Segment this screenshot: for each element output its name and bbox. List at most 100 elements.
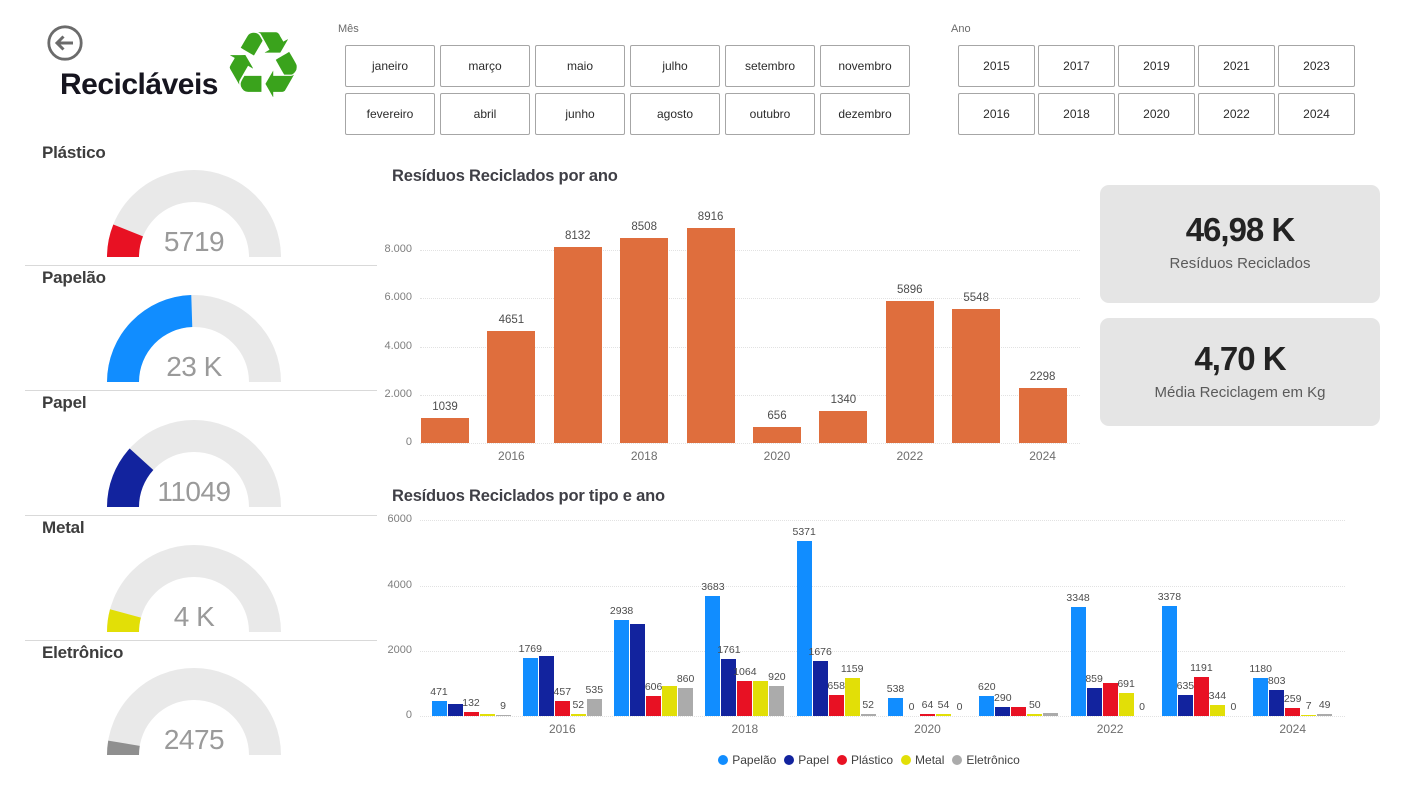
bar-2022-Papel[interactable] [1086,687,1102,716]
bar-2024-Plástico[interactable] [1285,707,1301,716]
year-option-2015[interactable]: 2015 [958,45,1035,87]
year-option-2016[interactable]: 2016 [958,93,1035,135]
bar-2017[interactable] [553,247,602,443]
legend-label: Metal [915,753,945,767]
year-option-2020[interactable]: 2020 [1118,93,1195,135]
bar-2015-Metal[interactable] [479,714,495,716]
month-option-julho[interactable]: julho [630,45,720,87]
bar-2019-Papelão[interactable] [796,540,812,716]
bar-2017-Papel[interactable] [630,624,646,716]
month-option-agosto[interactable]: agosto [630,93,720,135]
month-option-dezembro[interactable]: dezembro [820,93,910,135]
bar-2018-Papel[interactable] [721,658,737,716]
legend-item-Papelão[interactable]: Papelão [718,753,776,767]
bar-2024-Papel[interactable] [1269,689,1285,716]
bar-2015[interactable] [421,417,469,443]
x-axis-tick: 2024 [1029,449,1056,463]
bar-2019-Papel[interactable] [812,661,828,716]
bar-2017-Eletrônico[interactable] [678,687,694,716]
bar-value-label: 1769 [518,643,542,656]
bar-2021-Eletrônico[interactable] [1043,712,1059,716]
bar-value-label: 1340 [830,393,857,406]
bar-2024-Eletrônico[interactable] [1317,714,1333,716]
bar-2016-Eletrônico[interactable] [586,698,602,716]
bar-2015-Papel[interactable] [447,703,463,716]
bar-value-label: 2938 [609,605,634,618]
bar-2016-Plástico[interactable] [554,701,570,716]
gauge-value-Plástico: 5719 [163,226,225,257]
month-option-maio[interactable]: maio [535,45,625,87]
bar-2017-Metal[interactable] [662,686,678,716]
bar-2020[interactable] [753,427,801,443]
legend-item-Eletrônico[interactable]: Eletrônico [952,753,1020,767]
bar-2022-Papelão[interactable] [1070,606,1086,716]
month-option-junho[interactable]: junho [535,93,625,135]
bar-2020-Metal[interactable] [936,714,951,716]
bar-2023-Plástico[interactable] [1193,677,1209,716]
x-axis-tick: 2022 [1096,722,1124,736]
bar-2023-Metal[interactable] [1209,704,1225,716]
month-option-novembro[interactable]: novembro [820,45,910,87]
bar-2021[interactable] [819,410,868,443]
bar-2019-Metal[interactable] [844,678,860,716]
bar-2020-Papelão[interactable] [888,698,903,716]
bar-2016-Papel[interactable] [538,656,554,716]
month-option-outubro[interactable]: outubro [725,93,815,135]
bar-2018-Metal[interactable] [753,680,769,716]
bar-2021-Plástico[interactable] [1011,706,1027,716]
bar-2015-Papelão[interactable] [431,700,447,716]
bar-2021-Papel[interactable] [995,706,1011,716]
bar-value-label: 5548 [963,292,989,305]
bar-2022-Metal[interactable] [1118,693,1134,716]
year-option-2022[interactable]: 2022 [1198,93,1275,135]
bar-2024-Metal[interactable] [1301,715,1317,716]
month-option-setembro[interactable]: setembro [725,45,815,87]
bar-2016-Papelão[interactable] [522,658,538,716]
year-option-2018[interactable]: 2018 [1038,93,1115,135]
bar-2018-Plástico[interactable] [737,681,753,716]
year-option-2021[interactable]: 2021 [1198,45,1275,87]
bar-2021-Papelão[interactable] [979,695,995,716]
month-option-abril[interactable]: abril [440,93,530,135]
bar-2022-Plástico[interactable] [1102,683,1118,716]
month-option-março[interactable]: março [440,45,530,87]
bar-2016-Metal[interactable] [570,714,586,716]
bar-value-label: 620 [978,680,996,693]
bar-2019-Eletrônico[interactable] [860,714,876,716]
month-option-janeiro[interactable]: janeiro [345,45,435,87]
back-button[interactable] [46,24,84,67]
bar-2022[interactable] [885,300,934,443]
bar-2024[interactable] [1018,387,1067,443]
bar-2023-Papelão[interactable] [1161,605,1177,716]
bar-2015-Eletrônico[interactable] [495,715,511,716]
bar-2020-Plástico[interactable] [920,713,935,716]
bar-2018-Eletrônico[interactable] [769,686,785,716]
bar-value-label: 0 [1139,701,1146,713]
bar-2019-Plástico[interactable] [828,694,844,716]
legend-item-Metal[interactable]: Metal [901,753,944,767]
year-option-2024[interactable]: 2024 [1278,93,1355,135]
y-axis-tick: 6.000 [384,291,412,304]
year-option-2023[interactable]: 2023 [1278,45,1355,87]
bar-2018-Papelão[interactable] [705,595,721,716]
bar-2017-Plástico[interactable] [646,696,662,716]
gauge-value-Papelão: 23 K [166,351,222,382]
legend-item-Plástico[interactable]: Plástico [837,753,893,767]
bar-2015-Plástico[interactable] [463,711,479,716]
year-option-2017[interactable]: 2017 [1038,45,1115,87]
month-option-fevereiro[interactable]: fevereiro [345,93,435,135]
bar-2024-Papelão[interactable] [1253,677,1269,716]
bar-2017-Papelão[interactable] [614,620,630,716]
gauge-fill [107,740,140,755]
bar-2023[interactable] [952,309,1001,443]
bar-2016[interactable] [487,330,536,443]
year-option-2019[interactable]: 2019 [1118,45,1195,87]
bar-2021-Metal[interactable] [1027,714,1043,716]
x-axis-tick: 2020 [914,722,941,736]
bar-2019[interactable] [686,228,735,443]
legend-item-Papel[interactable]: Papel [784,753,829,767]
bar-2023-Papel[interactable] [1177,695,1193,716]
bar-2018[interactable] [620,237,669,443]
gauge-Metal [107,544,281,632]
bar-value-label: 9 [500,700,506,712]
